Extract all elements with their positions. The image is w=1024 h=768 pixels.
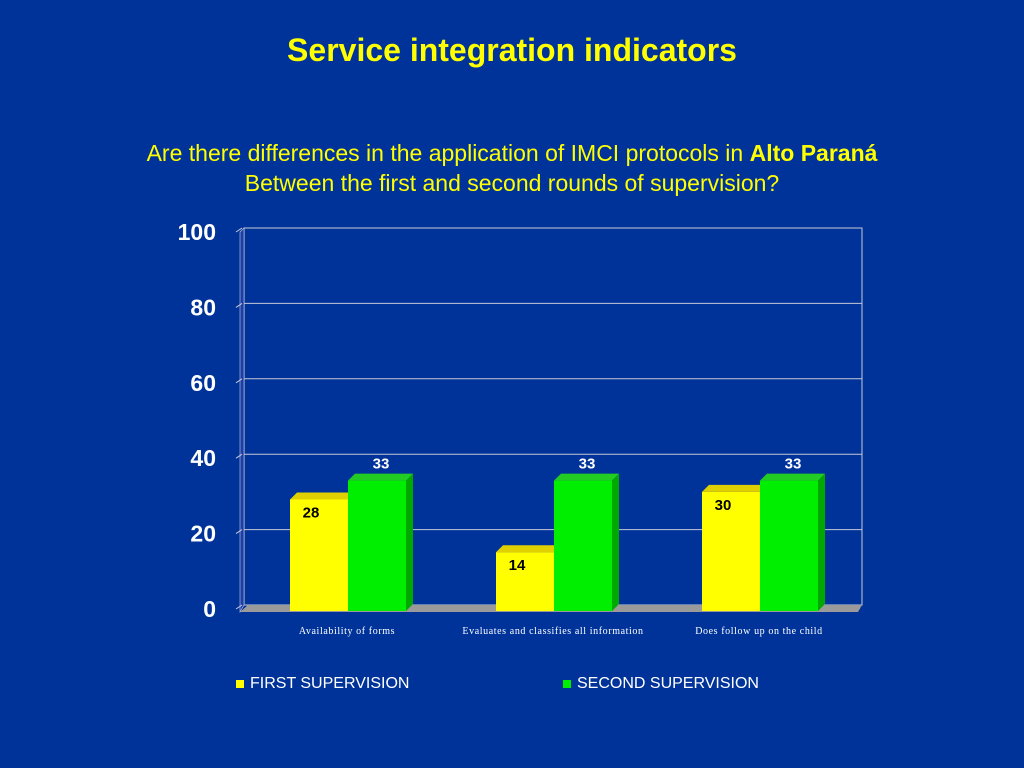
bar-top-first-0	[290, 492, 355, 500]
bar-side-second-0	[406, 473, 413, 611]
bar-side-second-2	[818, 473, 825, 611]
y-tick-label-80: 80	[190, 294, 216, 320]
y-tick-label-40: 40	[190, 445, 216, 471]
data-label-first-0: 28	[303, 504, 320, 521]
legend-swatch-second	[563, 680, 571, 688]
bar-second-0	[348, 480, 406, 611]
question-line-2: Between the first and second rounds of s…	[244, 170, 780, 196]
bar-first-0	[290, 499, 348, 611]
y-tick-mark-20	[235, 529, 243, 535]
y-tick-mark-80	[235, 302, 243, 308]
question-region: Alto Paraná	[749, 140, 878, 166]
legend-item-second-supervision: SECOND SUPERVISION	[563, 675, 759, 693]
y-tick-mark-40	[235, 453, 243, 459]
legend-swatch-first	[236, 680, 244, 688]
bar-top-second-0	[348, 473, 413, 481]
legend-label-second: SECOND SUPERVISION	[577, 675, 759, 692]
bar-second-2	[760, 480, 818, 611]
legend-item-first-supervision: FIRST SUPERVISION	[236, 675, 409, 693]
data-label-first-1: 14	[509, 557, 526, 574]
x-tick-label-0: Availability of forms	[299, 626, 395, 637]
chart-legend: FIRST SUPERVISION SECOND SUPERVISION	[0, 675, 1024, 699]
data-label-first-2: 30	[715, 497, 732, 514]
x-tick-label-2: Does follow up on the child	[695, 626, 823, 637]
y-tick-label-20: 20	[190, 521, 216, 547]
bar-top-second-2	[760, 473, 825, 481]
question-line-1-text: Are there differences in the application…	[146, 140, 750, 166]
bar-first-1	[496, 552, 554, 611]
y-tick-mark-0	[235, 604, 243, 610]
x-tick-label-1: Evaluates and classifies all information	[462, 626, 643, 637]
data-label-second-2: 33	[785, 456, 802, 473]
bar-side-second-1	[612, 473, 619, 611]
y-tick-mark-60	[235, 378, 243, 384]
data-label-second-1: 33	[579, 456, 596, 473]
bar-top-first-2	[702, 484, 767, 492]
y-tick-mark-100	[235, 227, 243, 233]
bar-top-second-1	[554, 473, 619, 481]
slide-title: Service integration indicators	[287, 32, 737, 68]
y-tick-label-0: 0	[203, 596, 216, 622]
y-tick-label-60: 60	[190, 370, 216, 396]
y-tick-label-100: 100	[178, 219, 216, 245]
question-line-1: Are there differences in the application…	[0, 138, 1024, 168]
bar-top-first-1	[496, 545, 561, 553]
bar-second-1	[554, 480, 612, 611]
chart-question: Are there differences in the application…	[0, 138, 1024, 198]
plot-side-wall	[239, 227, 245, 614]
bar-first-2	[702, 491, 760, 611]
data-label-second-0: 33	[373, 456, 390, 473]
legend-label-first: FIRST SUPERVISION	[250, 675, 410, 692]
